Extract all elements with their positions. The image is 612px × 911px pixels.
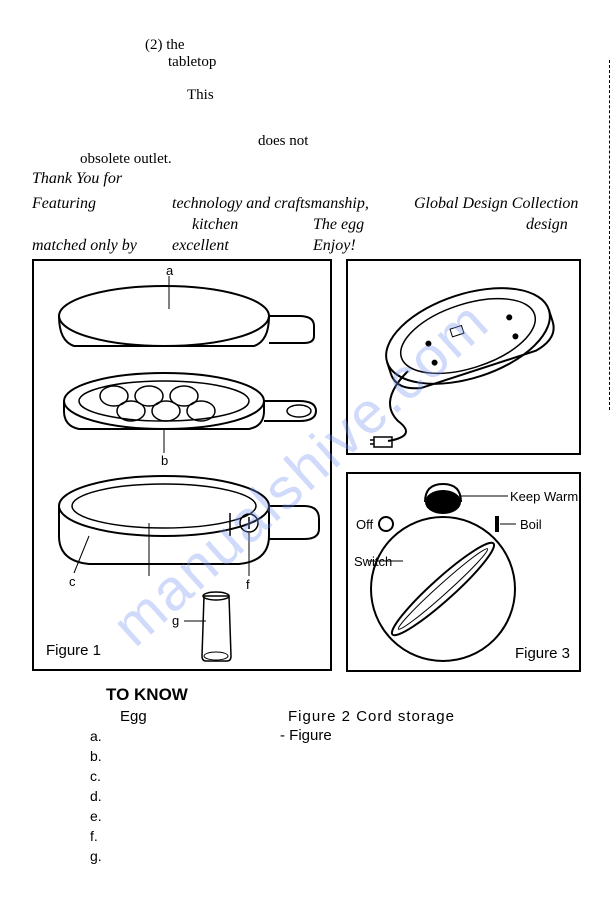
top-line3: does not — [258, 133, 308, 150]
figure3-box: Keep Warm Off Boil Switch Figure 3 — [346, 472, 581, 672]
svg-text:f: f — [246, 577, 250, 592]
letter-e: e. — [90, 808, 102, 824]
top-line1a: (2) the — [145, 37, 185, 54]
intro-enjoy: Enjoy! — [313, 237, 356, 255]
figure1-box: a b c f g Figu — [32, 259, 332, 671]
svg-text:b: b — [161, 453, 168, 468]
figure3-label: Figure 3 — [515, 645, 570, 662]
svg-text:c: c — [69, 574, 76, 589]
intro-kitchen: kitchen — [192, 216, 238, 234]
figure2-svg — [348, 261, 583, 457]
letter-a: a. — [90, 728, 102, 744]
fig3-switch: Switch — [354, 554, 392, 569]
toknow-title: TO KNOW — [106, 685, 188, 705]
letter-b: b. — [90, 748, 102, 764]
intro-thank: Thank You for — [32, 170, 122, 188]
toknow-fig2: Figure 2 Cord storage — [288, 708, 455, 725]
toknow-egg: Egg — [120, 708, 147, 725]
figure1-label: Figure 1 — [46, 642, 101, 659]
intro-design: design — [526, 216, 568, 234]
figure2-box — [346, 259, 581, 455]
intro-global: Global Design Collection — [414, 195, 578, 213]
fig3-boil: Boil — [520, 517, 542, 532]
letter-g: g. — [90, 848, 102, 864]
letter-f: f. — [90, 828, 98, 844]
svg-text:g: g — [172, 613, 179, 628]
intro-featuring: Featuring — [32, 195, 96, 213]
fig3-off: Off — [356, 517, 373, 532]
letter-d: d. — [90, 788, 102, 804]
intro-matched: matched only by — [32, 237, 137, 255]
svg-text:a: a — [166, 263, 174, 278]
intro-theegg: The egg — [313, 216, 364, 234]
intro-excellent: excellent — [172, 237, 229, 255]
toknow-fig: - Figure — [280, 727, 332, 744]
intro-tech: technology and craftsmanship, — [172, 195, 369, 213]
top-line1b: tabletop — [168, 54, 216, 71]
top-line4: obsolete outlet. — [80, 151, 172, 168]
figure1-svg: a b c f g — [34, 261, 334, 673]
letter-c: c. — [90, 768, 101, 784]
top-line2: This — [187, 87, 214, 104]
figure3-svg — [348, 474, 583, 674]
fig3-keepwarm: Keep Warm — [510, 489, 578, 504]
